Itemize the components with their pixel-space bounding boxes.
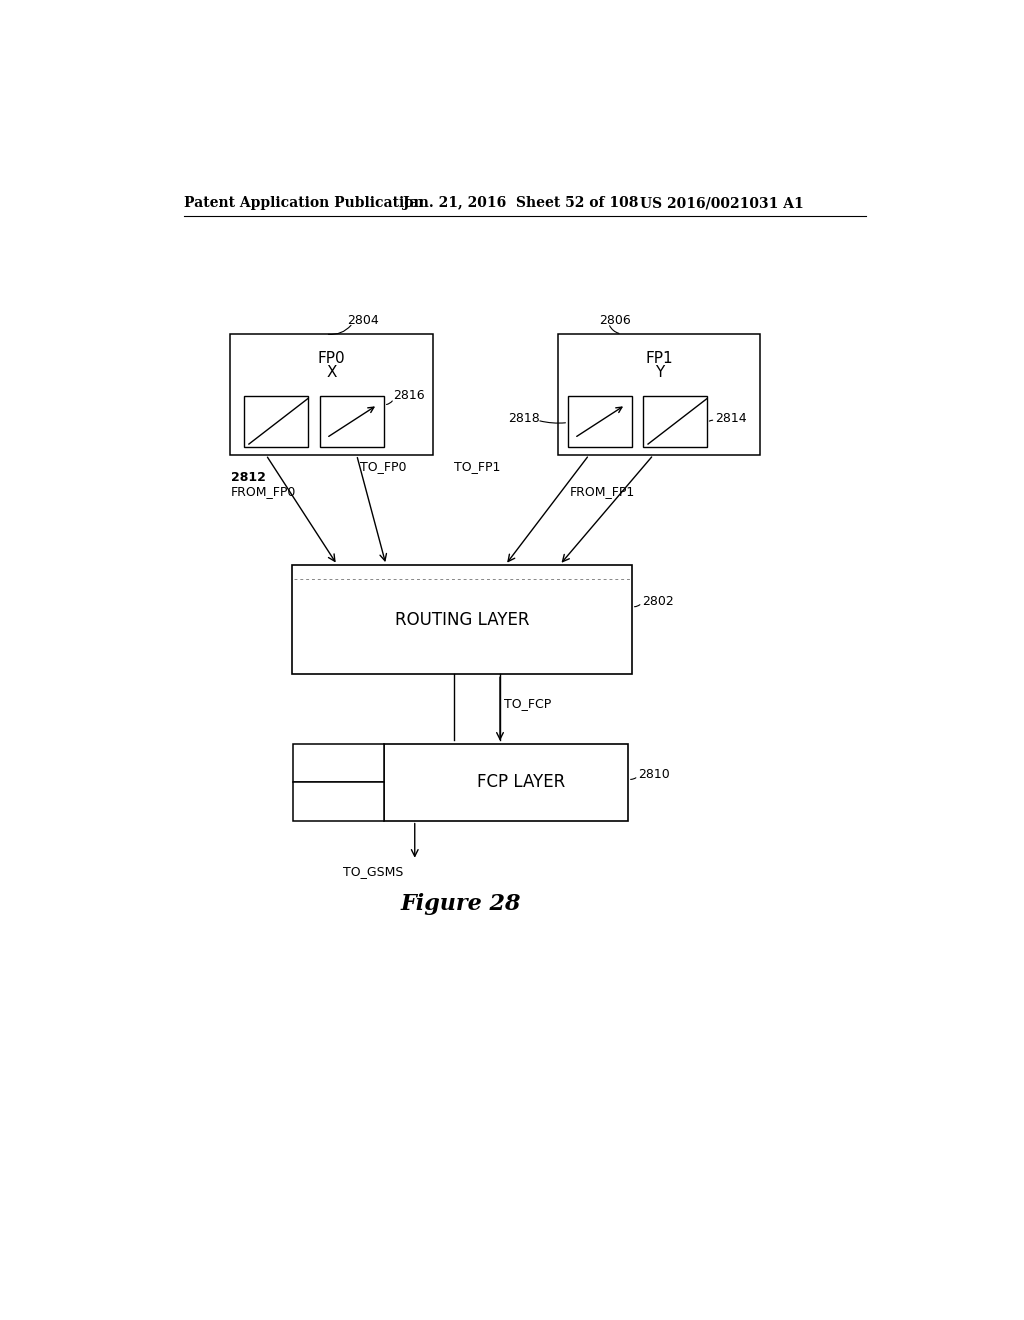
Text: 2816: 2816	[393, 389, 425, 403]
Text: TO_FP0: TO_FP0	[360, 459, 407, 473]
Text: TO_GSMS: TO_GSMS	[343, 865, 403, 878]
Text: 2810: 2810	[638, 768, 670, 781]
Text: Jan. 21, 2016  Sheet 52 of 108: Jan. 21, 2016 Sheet 52 of 108	[403, 197, 639, 210]
Text: TO_FP1: TO_FP1	[454, 459, 500, 473]
Text: Figure 28: Figure 28	[401, 892, 521, 915]
Bar	[292, 565, 632, 675]
Text: TO_FCP: TO_FCP	[504, 697, 551, 710]
Text: US 2016/0021031 A1: US 2016/0021031 A1	[640, 197, 803, 210]
Text: 2812: 2812	[231, 471, 266, 484]
Text: 2804: 2804	[347, 314, 379, 326]
Bar	[293, 743, 384, 781]
Bar	[293, 781, 384, 821]
Bar	[230, 334, 432, 455]
Bar	[558, 334, 761, 455]
Bar	[321, 396, 384, 447]
Text: Patent Application Publication: Patent Application Publication	[183, 197, 424, 210]
Text: FP1: FP1	[645, 351, 673, 366]
Text: ROUTING LAYER: ROUTING LAYER	[395, 611, 529, 628]
Text: 2802: 2802	[642, 594, 674, 607]
Text: X: X	[327, 364, 337, 380]
Bar	[384, 743, 628, 821]
Text: FP0: FP0	[317, 351, 345, 366]
Bar	[568, 396, 632, 447]
Text: FCP LAYER: FCP LAYER	[477, 774, 565, 791]
Text: 2814: 2814	[716, 412, 748, 425]
Text: FROM_FP1: FROM_FP1	[569, 486, 635, 499]
Text: 2806: 2806	[599, 314, 631, 326]
Bar	[643, 396, 707, 447]
Text: Y: Y	[654, 364, 664, 380]
Text: FROM_FP0: FROM_FP0	[231, 486, 297, 499]
Bar	[245, 396, 308, 447]
Text: 2818: 2818	[508, 412, 540, 425]
